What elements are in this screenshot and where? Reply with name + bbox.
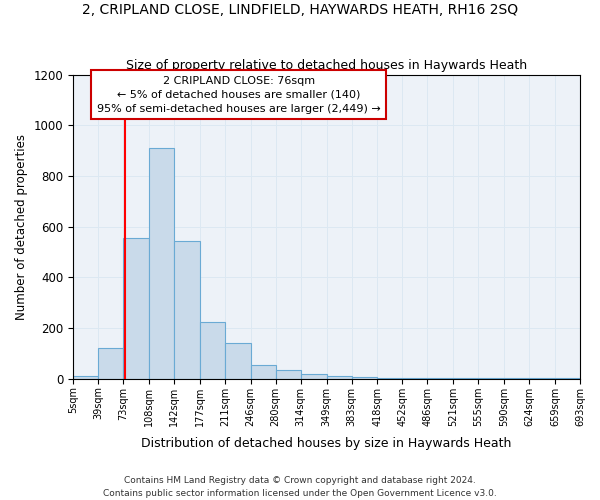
- Bar: [123, 238, 149, 379]
- Bar: [98, 348, 123, 379]
- Bar: [427, 378, 453, 379]
- Bar: [174, 240, 200, 379]
- Text: 2, CRIPLAND CLOSE, LINDFIELD, HAYWARDS HEATH, RH16 2SQ: 2, CRIPLAND CLOSE, LINDFIELD, HAYWARDS H…: [82, 2, 518, 16]
- Bar: [301, 374, 326, 379]
- Bar: [326, 376, 352, 379]
- Bar: [251, 365, 275, 379]
- Bar: [149, 148, 174, 379]
- Bar: [225, 344, 251, 379]
- X-axis label: Distribution of detached houses by size in Haywards Heath: Distribution of detached houses by size …: [142, 437, 512, 450]
- Bar: [377, 378, 403, 379]
- Text: 2 CRIPLAND CLOSE: 76sqm
← 5% of detached houses are smaller (140)
95% of semi-de: 2 CRIPLAND CLOSE: 76sqm ← 5% of detached…: [97, 76, 381, 114]
- Bar: [352, 378, 377, 379]
- Bar: [403, 378, 427, 379]
- Bar: [73, 376, 98, 379]
- Bar: [275, 370, 301, 379]
- Title: Size of property relative to detached houses in Haywards Heath: Size of property relative to detached ho…: [126, 59, 527, 72]
- Y-axis label: Number of detached properties: Number of detached properties: [15, 134, 28, 320]
- Bar: [200, 322, 225, 379]
- Text: Contains HM Land Registry data © Crown copyright and database right 2024.
Contai: Contains HM Land Registry data © Crown c…: [103, 476, 497, 498]
